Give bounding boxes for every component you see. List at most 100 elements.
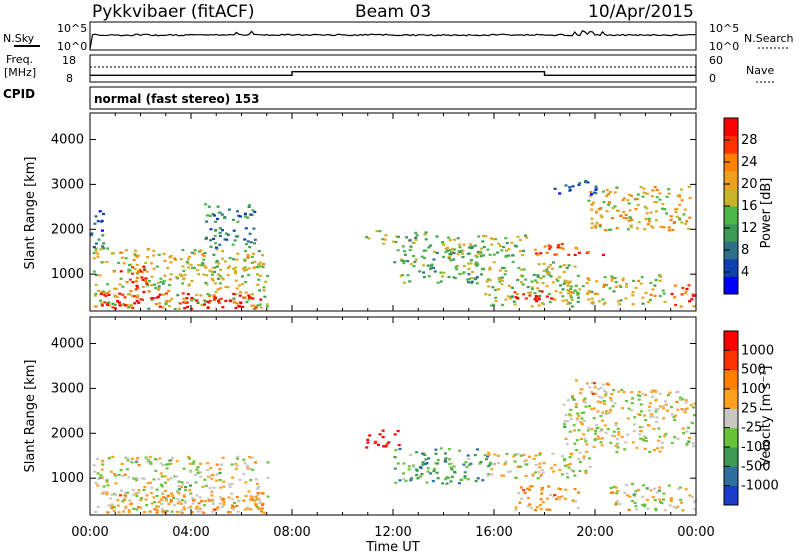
data-cell bbox=[135, 494, 139, 497]
colorbar-tick-label: 100 bbox=[741, 382, 766, 397]
data-cell bbox=[220, 257, 224, 260]
data-cell bbox=[132, 477, 136, 480]
data-cell bbox=[644, 217, 648, 220]
data-cell bbox=[204, 281, 208, 285]
data-cell bbox=[568, 186, 572, 189]
data-cell bbox=[219, 486, 223, 489]
data-cell bbox=[254, 306, 258, 309]
data-cell bbox=[650, 413, 654, 416]
data-cell bbox=[658, 279, 662, 282]
data-cell bbox=[471, 270, 474, 274]
data-cell bbox=[623, 197, 626, 200]
data-cell bbox=[422, 276, 426, 279]
data-cell bbox=[123, 494, 127, 497]
data-cell bbox=[632, 279, 636, 282]
data-cell bbox=[546, 497, 549, 500]
data-cell bbox=[635, 446, 639, 449]
data-cell bbox=[365, 236, 369, 239]
data-cell bbox=[580, 423, 584, 426]
data-cell bbox=[152, 249, 156, 252]
data-cell bbox=[638, 394, 642, 397]
data-cell bbox=[496, 461, 500, 465]
data-cell bbox=[532, 457, 536, 460]
data-cell bbox=[583, 401, 587, 404]
data-cell bbox=[100, 468, 104, 471]
data-cell bbox=[535, 506, 539, 509]
data-cell bbox=[169, 261, 173, 264]
data-cell bbox=[562, 459, 566, 462]
data-cell bbox=[684, 292, 687, 295]
data-cell bbox=[262, 289, 266, 292]
data-cell bbox=[654, 509, 658, 512]
data-cell bbox=[654, 390, 658, 393]
data-cell bbox=[522, 293, 526, 296]
data-cell bbox=[590, 408, 594, 411]
data-cell bbox=[158, 305, 162, 308]
data-cell bbox=[227, 483, 231, 486]
data-cell bbox=[631, 291, 635, 294]
data-cell bbox=[616, 490, 620, 493]
data-cell bbox=[622, 210, 626, 213]
data-cell bbox=[195, 299, 199, 302]
data-cell bbox=[216, 299, 220, 303]
data-cell bbox=[136, 286, 140, 289]
data-cell bbox=[260, 264, 264, 267]
data-cell bbox=[633, 198, 637, 201]
data-cell bbox=[621, 407, 624, 410]
data-cell bbox=[254, 478, 258, 481]
data-cell bbox=[522, 453, 526, 457]
data-cell bbox=[636, 394, 640, 397]
data-cell bbox=[677, 487, 681, 490]
data-cell bbox=[615, 209, 619, 212]
data-cell bbox=[421, 461, 425, 464]
data-cell bbox=[520, 268, 524, 271]
data-cell bbox=[475, 276, 479, 279]
data-cell bbox=[148, 461, 152, 464]
data-cell bbox=[180, 502, 183, 505]
data-cell bbox=[450, 462, 454, 465]
data-cell bbox=[246, 507, 250, 511]
data-cell bbox=[539, 473, 543, 476]
data-cell bbox=[473, 263, 477, 266]
data-cell bbox=[398, 447, 402, 451]
data-cell bbox=[180, 485, 184, 489]
data-cell bbox=[146, 482, 150, 485]
data-cell bbox=[221, 278, 225, 281]
data-cell bbox=[560, 242, 564, 246]
data-cell bbox=[252, 252, 255, 255]
frequency-line bbox=[90, 70, 696, 77]
data-cell bbox=[535, 281, 539, 284]
data-cell bbox=[122, 510, 126, 513]
data-cell bbox=[570, 298, 574, 301]
data-cell bbox=[578, 469, 582, 473]
data-cell bbox=[237, 284, 241, 287]
data-cell bbox=[590, 290, 594, 293]
data-cell bbox=[218, 231, 222, 234]
data-cell bbox=[604, 410, 608, 413]
data-cell bbox=[247, 490, 251, 493]
data-cell bbox=[607, 383, 611, 386]
data-cell bbox=[473, 454, 477, 457]
data-cell bbox=[170, 456, 174, 459]
data-cell bbox=[509, 470, 513, 473]
data-cell bbox=[500, 249, 504, 252]
data-cell bbox=[174, 475, 178, 478]
data-cell bbox=[414, 238, 418, 241]
data-cell bbox=[244, 227, 248, 230]
data-cell bbox=[185, 260, 189, 263]
data-cell bbox=[167, 463, 171, 466]
data-cell bbox=[536, 275, 540, 278]
data-cell bbox=[173, 307, 177, 310]
data-cell bbox=[679, 398, 683, 401]
data-cell bbox=[140, 270, 144, 273]
data-cell bbox=[94, 242, 98, 245]
data-cell bbox=[493, 288, 497, 292]
data-cell bbox=[484, 235, 488, 238]
data-cell bbox=[647, 217, 651, 220]
data-cell bbox=[579, 392, 582, 395]
data-cell bbox=[568, 280, 572, 283]
radar-title: Pykkvibaer (fitACF) bbox=[92, 2, 254, 22]
data-cell bbox=[204, 500, 207, 503]
